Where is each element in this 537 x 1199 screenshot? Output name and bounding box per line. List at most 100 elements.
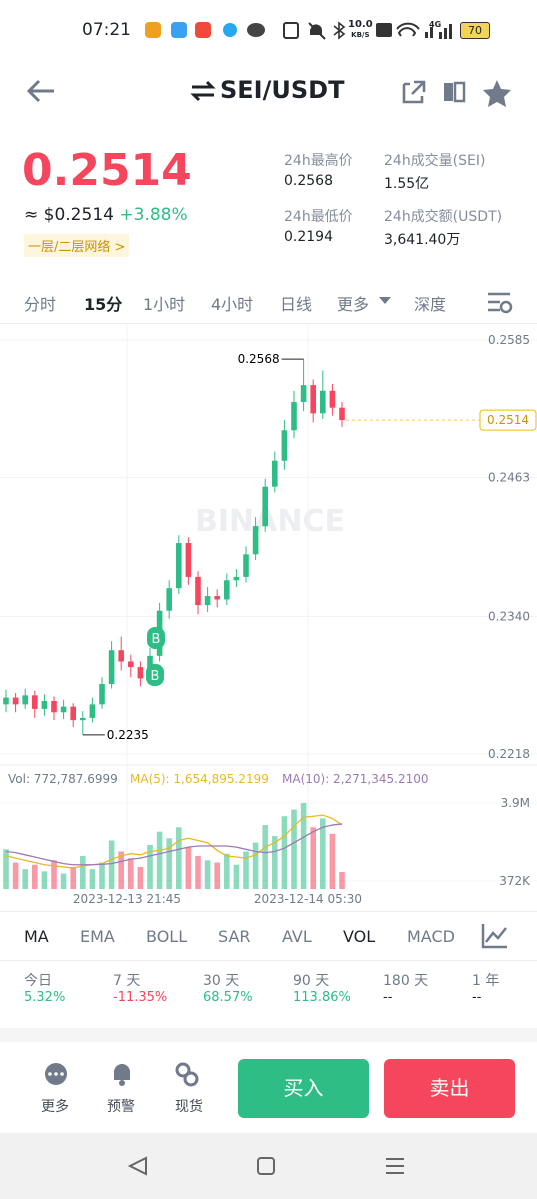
volume-bar [204, 860, 211, 889]
sell-button[interactable]: 卖出 [384, 1059, 515, 1118]
nav-home[interactable] [257, 1157, 275, 1175]
volume-bar [32, 864, 38, 889]
divider [0, 323, 537, 324]
candle-body [233, 576, 240, 581]
buy-button[interactable]: 买入 [238, 1059, 369, 1118]
indicator-tab[interactable]: AVL [282, 927, 312, 946]
indicator-tab-active[interactable]: VOL [343, 927, 376, 946]
perf-value: -11.35% [113, 990, 168, 1005]
perf-value: -- [472, 990, 482, 1005]
candle-body [137, 667, 144, 679]
candle-body [128, 661, 134, 668]
candle-body [70, 706, 76, 721]
volume-bar [176, 827, 182, 889]
candle-body [12, 697, 19, 705]
volume-bar [128, 858, 134, 889]
pair-title[interactable]: SEI/USDT [220, 76, 345, 104]
low-label: 0.2235 [107, 728, 149, 742]
volume-bar [252, 842, 259, 889]
stat-value: 1.55亿 [384, 176, 430, 192]
stat-value: 0.2194 [284, 229, 333, 245]
indicator-tab[interactable]: MACD [407, 927, 455, 946]
y-tick-label: 0.2585 [488, 333, 530, 347]
swap-icon[interactable] [190, 80, 216, 102]
candle-body [185, 543, 192, 577]
interval-tab-active[interactable]: 15分 [84, 295, 123, 314]
indicator-tab[interactable]: BOLL [146, 927, 188, 946]
status-icons-2 [283, 21, 346, 40]
volume-bar [156, 831, 163, 889]
candle-body [243, 554, 249, 577]
volume-bar [12, 862, 19, 889]
price-fiat: ≈ $0.2514 +3.88% [24, 205, 188, 225]
interval-tab[interactable]: 1小时 [143, 295, 186, 314]
spot-button[interactable]: 现货 [175, 1099, 203, 1115]
indicator-settings[interactable] [480, 922, 510, 950]
indicator-tab-active[interactable]: MA [24, 927, 49, 946]
candle-body [214, 596, 220, 600]
ma10-line [5, 823, 343, 866]
kline-chart: BINANCE 0.2585 0.2463 0.2340 0.2218 0.2568 0.… [0, 325, 537, 906]
volume-bar [60, 873, 67, 889]
more-button[interactable]: 更多 [41, 1099, 69, 1115]
last-price-box [479, 409, 537, 431]
candle-body [176, 543, 182, 589]
divider [0, 960, 537, 961]
volume-bar [137, 866, 144, 889]
speed-value: 10.0 [348, 19, 373, 30]
candle-body [281, 430, 288, 461]
volume-bar [243, 851, 249, 889]
interval-tab[interactable]: 4小时 [211, 295, 254, 314]
candle-body [339, 407, 345, 421]
perf-label: 30 天 [203, 973, 240, 989]
stat-label: 24h最低价 [284, 209, 353, 225]
stat-label: 24h成交量(SEI) [384, 153, 486, 169]
signal-bars [439, 24, 452, 39]
alert-button[interactable]: 预警 [107, 1099, 135, 1115]
volume-bar [310, 827, 316, 889]
volume-bar [147, 844, 153, 889]
stat-label: 24h成交额(USDT) [384, 209, 503, 225]
vol-legend: Vol: 772,787.6999 [8, 772, 118, 786]
dropdown-caret [379, 297, 391, 304]
volume-bar [339, 871, 345, 889]
interval-tab[interactable]: 分时 [24, 295, 57, 314]
buy-marker-label: B [152, 632, 161, 647]
chart-settings[interactable] [486, 290, 514, 314]
watermark: BINANCE [195, 504, 345, 539]
interval-tab[interactable]: 深度 [414, 295, 447, 314]
indicator-tab[interactable]: EMA [80, 927, 115, 946]
ma5-line [5, 814, 343, 869]
indicator-tab[interactable]: SAR [218, 927, 251, 946]
perf-value: 68.57% [203, 990, 253, 1005]
candle-body [80, 717, 86, 721]
interval-tab[interactable]: 日线 [280, 295, 313, 314]
volume-bar [300, 803, 307, 889]
header-actions[interactable] [400, 78, 520, 108]
candle-body [262, 486, 268, 527]
candle-body [291, 402, 297, 431]
volume-bar [70, 866, 76, 889]
nav-bar [0, 1133, 537, 1199]
interval-tab[interactable]: 更多 [337, 295, 370, 314]
candle-body [51, 700, 57, 713]
candle-body [195, 576, 201, 606]
buy-marker-label: B [151, 669, 160, 684]
volume-bar [3, 849, 9, 889]
volume-bar [262, 825, 268, 889]
last-price-label: 0.2514 [487, 413, 529, 427]
candle-body [22, 695, 28, 705]
candle-body [89, 704, 96, 718]
nav-menu[interactable] [386, 1158, 404, 1174]
volume-bar [185, 847, 192, 889]
net-speed: 10.0 KB/S [348, 20, 373, 40]
nav-back[interactable] [127, 1156, 147, 1176]
buy-marker [147, 627, 165, 649]
candle-body [329, 390, 336, 408]
high-label: 0.2568 [238, 352, 280, 366]
volume-bar [291, 809, 297, 889]
status-time: 07:21 [82, 20, 131, 40]
back-button[interactable] [24, 76, 58, 106]
volume-bar [195, 855, 201, 889]
network-tag[interactable]: 一层/二层网络 > [24, 234, 130, 257]
